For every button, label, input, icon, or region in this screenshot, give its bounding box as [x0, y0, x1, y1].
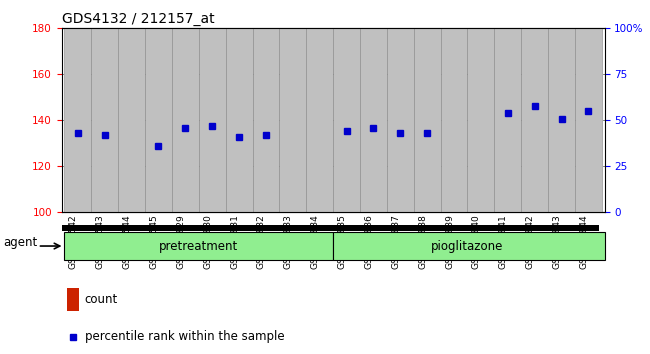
Text: percentile rank within the sample: percentile rank within the sample — [84, 330, 284, 343]
Text: GSM201832: GSM201832 — [257, 214, 266, 269]
FancyBboxPatch shape — [495, 28, 521, 212]
FancyBboxPatch shape — [360, 28, 387, 212]
FancyBboxPatch shape — [172, 28, 199, 212]
FancyBboxPatch shape — [521, 28, 548, 212]
FancyBboxPatch shape — [306, 28, 333, 212]
Text: GSM201837: GSM201837 — [391, 214, 400, 269]
Text: pioglitazone: pioglitazone — [432, 240, 504, 252]
Text: pretreatment: pretreatment — [159, 240, 239, 252]
FancyBboxPatch shape — [199, 28, 226, 212]
FancyBboxPatch shape — [280, 28, 306, 212]
Text: GSM201843: GSM201843 — [552, 214, 562, 269]
Bar — [528, 109, 541, 212]
Text: GSM201836: GSM201836 — [365, 214, 374, 269]
Bar — [259, 123, 272, 212]
FancyBboxPatch shape — [387, 28, 414, 212]
Text: GSM201831: GSM201831 — [230, 214, 239, 269]
Bar — [447, 205, 461, 212]
FancyBboxPatch shape — [575, 28, 602, 212]
Bar — [367, 88, 380, 212]
Bar — [421, 155, 434, 212]
Bar — [232, 120, 246, 212]
Bar — [98, 130, 111, 212]
Text: GSM201542: GSM201542 — [69, 214, 78, 269]
Text: GSM201840: GSM201840 — [472, 214, 481, 269]
Bar — [313, 166, 326, 212]
FancyBboxPatch shape — [548, 28, 575, 212]
FancyBboxPatch shape — [252, 28, 280, 212]
Bar — [62, 225, 599, 231]
Bar — [179, 100, 192, 212]
Text: GSM201829: GSM201829 — [176, 214, 185, 269]
FancyBboxPatch shape — [414, 28, 441, 212]
Text: GSM201842: GSM201842 — [526, 214, 535, 269]
Text: agent: agent — [3, 236, 38, 249]
FancyBboxPatch shape — [145, 28, 172, 212]
Bar — [501, 134, 515, 212]
Text: GSM201834: GSM201834 — [311, 214, 320, 269]
Bar — [205, 45, 219, 212]
FancyBboxPatch shape — [333, 232, 604, 260]
Text: GSM201543: GSM201543 — [96, 214, 105, 269]
Text: GSM201844: GSM201844 — [579, 214, 588, 269]
FancyBboxPatch shape — [64, 28, 91, 212]
Bar — [71, 102, 84, 212]
Text: count: count — [84, 293, 118, 306]
Text: GSM201833: GSM201833 — [284, 214, 292, 269]
FancyBboxPatch shape — [441, 28, 467, 212]
Bar — [582, 109, 595, 212]
FancyBboxPatch shape — [467, 28, 495, 212]
Bar — [394, 148, 407, 212]
Bar — [555, 146, 568, 212]
Bar — [151, 157, 165, 212]
Bar — [67, 288, 79, 311]
FancyBboxPatch shape — [333, 28, 360, 212]
FancyBboxPatch shape — [118, 28, 145, 212]
Bar — [340, 125, 354, 212]
Bar — [474, 132, 488, 212]
FancyBboxPatch shape — [64, 232, 333, 260]
Bar — [125, 134, 138, 212]
Text: GSM201839: GSM201839 — [445, 214, 454, 269]
Bar — [286, 141, 300, 212]
Text: GSM201838: GSM201838 — [418, 214, 427, 269]
FancyBboxPatch shape — [226, 28, 252, 212]
Text: GSM201835: GSM201835 — [337, 214, 346, 269]
Text: GSM201544: GSM201544 — [123, 214, 131, 269]
Text: GSM201830: GSM201830 — [203, 214, 212, 269]
Text: GSM201841: GSM201841 — [499, 214, 508, 269]
Text: GSM201545: GSM201545 — [150, 214, 159, 269]
FancyBboxPatch shape — [91, 28, 118, 212]
Text: GDS4132 / 212157_at: GDS4132 / 212157_at — [62, 12, 214, 26]
